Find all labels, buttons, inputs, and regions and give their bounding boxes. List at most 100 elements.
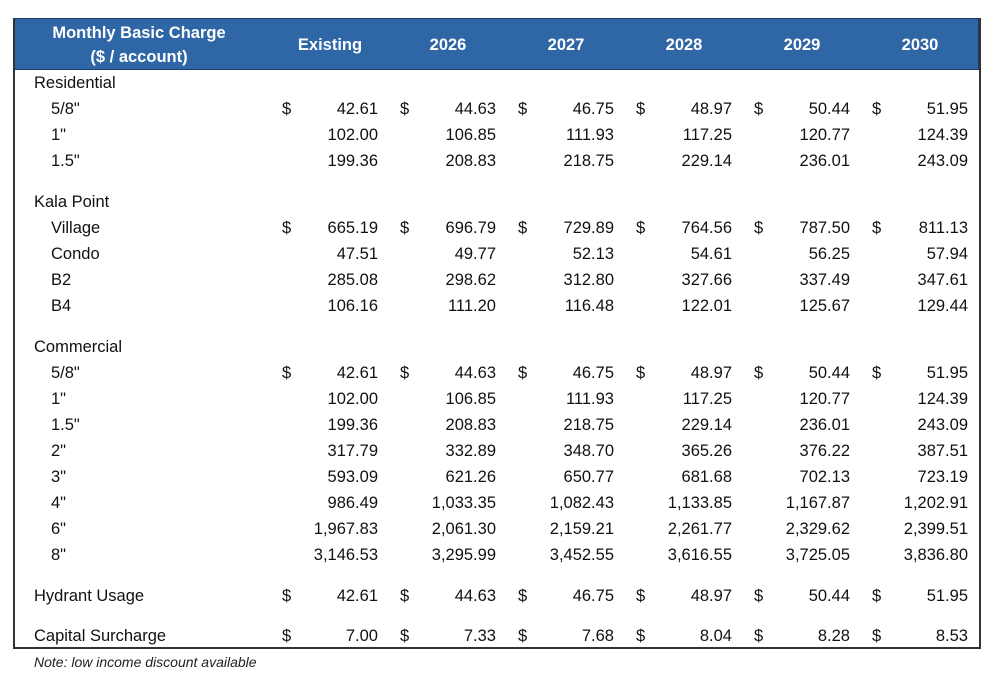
cell-value: 44.63 xyxy=(454,100,496,118)
currency-symbol: $ xyxy=(400,364,410,382)
cell-value: 3,836.80 xyxy=(903,546,968,564)
cell-value: 327.66 xyxy=(681,271,732,289)
cell-value: 129.44 xyxy=(917,297,968,315)
currency-symbol: $ xyxy=(282,627,292,645)
header-title-line2: ($ / account) xyxy=(90,48,188,66)
table-row: 1.5" 199.36 208.83 218.75 229.14 236.01 243.09 xyxy=(15,149,979,175)
cell-value: 111.93 xyxy=(565,126,614,144)
currency-symbol: $ xyxy=(754,587,764,605)
cell-value: 199.36 xyxy=(327,416,378,434)
currency-symbol: $ xyxy=(872,627,882,645)
table-row: 1.5" 199.36 208.83 218.75 229.14 236.01 243.09 xyxy=(15,413,979,439)
row-label: Village xyxy=(51,219,101,237)
cell-value: 52.13 xyxy=(572,245,614,263)
row-label: Capital Surcharge xyxy=(34,627,167,645)
currency-symbol: $ xyxy=(872,100,882,118)
cell-value: 47.51 xyxy=(336,245,378,263)
row-label: 5/8" xyxy=(51,100,80,118)
section-title: Residential xyxy=(15,71,979,97)
row-label: 1" xyxy=(51,390,67,408)
cell-value: 50.44 xyxy=(808,100,850,118)
cell-value: 122.01 xyxy=(681,297,732,315)
cell-value: 51.95 xyxy=(926,364,968,382)
cell-value: 218.75 xyxy=(563,152,614,170)
cell-value: 2,061.30 xyxy=(431,520,496,538)
cell-value: 376.22 xyxy=(799,442,850,460)
currency-symbol: $ xyxy=(636,100,646,118)
table-row: 3" 593.09 621.26 650.77 681.68 702.13 723.19 xyxy=(15,465,979,491)
table-row: 5/8" $42.61 $44.63 $46.75 $48.97 $50.44 $51.95 xyxy=(15,361,979,387)
currency-symbol: $ xyxy=(518,587,528,605)
cell-value: 51.95 xyxy=(926,587,968,605)
cell-value: 51.95 xyxy=(926,100,968,118)
cell-value: 124.39 xyxy=(917,126,968,144)
currency-symbol: $ xyxy=(282,587,292,605)
currency-symbol: $ xyxy=(636,364,646,382)
currency-symbol: $ xyxy=(518,364,528,382)
cell-value: 2,399.51 xyxy=(903,520,968,538)
cell-value: 42.61 xyxy=(336,364,378,382)
currency-symbol: $ xyxy=(282,219,292,237)
cell-value: 236.01 xyxy=(799,416,850,434)
cell-value: 681.68 xyxy=(681,468,732,486)
cell-value: 117.25 xyxy=(682,390,732,408)
currency-symbol: $ xyxy=(754,627,764,645)
cell-value: 2,329.62 xyxy=(785,520,850,538)
cell-value: 125.67 xyxy=(799,297,850,315)
total-row: Capital Surcharge $7.00 $7.33 $7.68 $8.04 $8.… xyxy=(15,624,979,650)
cell-value: 2,159.21 xyxy=(549,520,614,538)
cell-value: 696.79 xyxy=(445,219,496,237)
cell-value: 46.75 xyxy=(572,364,614,382)
currency-symbol: $ xyxy=(636,627,646,645)
currency-symbol: $ xyxy=(754,219,764,237)
cell-value: 285.08 xyxy=(327,271,378,289)
cell-value: 102.00 xyxy=(327,390,378,408)
cell-value: 208.83 xyxy=(445,152,496,170)
table-row: 1" 102.00 106.85 111.93 117.25 120.77 124.39 xyxy=(15,123,979,149)
cell-value: 49.77 xyxy=(454,245,496,263)
table-row: B2 285.08 298.62 312.80 327.66 337.49 347.61 xyxy=(15,268,979,294)
cell-value: 365.26 xyxy=(681,442,732,460)
header-title-line1: Monthly Basic Charge xyxy=(52,24,226,42)
row-label: B4 xyxy=(51,297,72,315)
table-row: Condo 47.51 49.77 52.13 54.61 56.25 57.94 xyxy=(15,242,979,268)
cell-value: 42.61 xyxy=(336,100,378,118)
cell-value: 243.09 xyxy=(917,152,968,170)
table-row: B4 106.16 111.20 116.48 122.01 125.67 129.44 xyxy=(15,294,979,320)
row-label: Hydrant Usage xyxy=(34,587,145,605)
column-header-2026: 2026 xyxy=(429,36,467,54)
cell-value: 348.70 xyxy=(563,442,614,460)
cell-value: 106.85 xyxy=(445,126,496,144)
cell-value: 48.97 xyxy=(690,587,732,605)
row-label: 4" xyxy=(51,494,67,512)
cell-value: 42.61 xyxy=(336,587,378,605)
cell-value: 229.14 xyxy=(681,416,732,434)
table-header: Monthly Basic Charge ($ / account) Exist… xyxy=(13,18,979,70)
cell-value: 1,967.83 xyxy=(313,520,378,538)
cell-value: 46.75 xyxy=(572,100,614,118)
cell-value: 54.61 xyxy=(690,245,732,263)
currency-symbol: $ xyxy=(282,100,292,118)
cell-value: 621.26 xyxy=(445,468,496,486)
column-header-existing: Existing xyxy=(297,36,363,54)
cell-value: 650.77 xyxy=(563,468,614,486)
column-header-2028: 2028 xyxy=(665,36,703,54)
currency-symbol: $ xyxy=(282,364,292,382)
cell-value: 312.80 xyxy=(563,271,614,289)
cell-value: 120.77 xyxy=(799,390,850,408)
cell-value: 3,616.55 xyxy=(667,546,732,564)
table-row: 8" 3,146.53 3,295.99 3,452.55 3,616.55 3,725.… xyxy=(15,543,979,569)
cell-value: 593.09 xyxy=(327,468,378,486)
row-label: 1" xyxy=(51,126,67,144)
row-label: 5/8" xyxy=(51,364,80,382)
cell-value: 116.48 xyxy=(564,297,614,315)
row-label: B2 xyxy=(51,271,72,289)
currency-symbol: $ xyxy=(400,219,410,237)
cell-value: 1,202.91 xyxy=(903,494,968,512)
cell-value: 57.94 xyxy=(926,245,968,263)
total-row: Hydrant Usage $42.61 $44.63 $46.75 $48.97 $50… xyxy=(15,584,979,610)
row-label: 1.5" xyxy=(51,416,80,434)
cell-value: 106.85 xyxy=(445,390,496,408)
cell-value: 1,167.87 xyxy=(785,494,850,512)
cell-value: 3,452.55 xyxy=(549,546,614,564)
